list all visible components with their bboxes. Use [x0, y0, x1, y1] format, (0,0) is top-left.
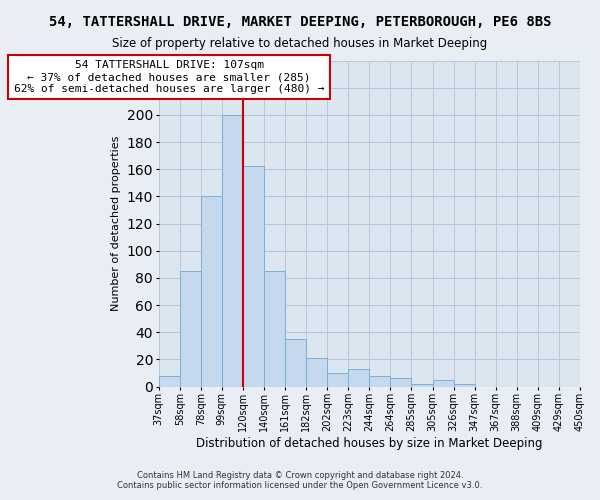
- Bar: [285, 339, 306, 386]
- Bar: [306, 358, 327, 386]
- Bar: [391, 378, 412, 386]
- Bar: [243, 166, 264, 386]
- Bar: [201, 196, 222, 386]
- Text: 54 TATTERSHALL DRIVE: 107sqm
← 37% of detached houses are smaller (285)
62% of s: 54 TATTERSHALL DRIVE: 107sqm ← 37% of de…: [14, 60, 325, 94]
- Bar: [348, 369, 370, 386]
- Bar: [264, 271, 285, 386]
- Bar: [327, 373, 348, 386]
- Text: Size of property relative to detached houses in Market Deeping: Size of property relative to detached ho…: [112, 38, 488, 51]
- Bar: [412, 384, 433, 386]
- Bar: [179, 271, 201, 386]
- X-axis label: Distribution of detached houses by size in Market Deeping: Distribution of detached houses by size …: [196, 437, 542, 450]
- Bar: [433, 380, 454, 386]
- Bar: [222, 115, 243, 386]
- Y-axis label: Number of detached properties: Number of detached properties: [111, 136, 121, 311]
- Text: Contains HM Land Registry data © Crown copyright and database right 2024.
Contai: Contains HM Land Registry data © Crown c…: [118, 470, 482, 490]
- Bar: [454, 384, 475, 386]
- Text: 54, TATTERSHALL DRIVE, MARKET DEEPING, PETERBOROUGH, PE6 8BS: 54, TATTERSHALL DRIVE, MARKET DEEPING, P…: [49, 15, 551, 29]
- Bar: [158, 376, 179, 386]
- Bar: [370, 376, 391, 386]
